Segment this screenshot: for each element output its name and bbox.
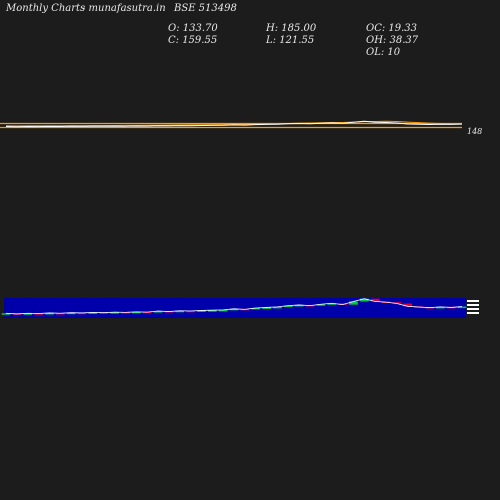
- volume-axis-tick: [467, 304, 479, 306]
- oh-value: OH: 38.37: [366, 35, 419, 46]
- candle-body: [392, 302, 402, 304]
- candle-body: [88, 312, 98, 314]
- price-axis-label: 148: [467, 127, 482, 136]
- candle-body: [294, 304, 304, 307]
- candle-body: [34, 313, 43, 315]
- candle-body: [131, 311, 141, 314]
- candle-body: [153, 311, 163, 313]
- volume-panel: [1, 298, 467, 315]
- candle-body: [349, 301, 358, 305]
- symbol-label: BSE 513498: [174, 3, 237, 14]
- candle-body: [77, 312, 87, 315]
- candle-body: [273, 306, 282, 309]
- candle-body: [197, 310, 206, 312]
- candle-body: [229, 308, 239, 311]
- price-panel: [0, 120, 463, 129]
- high-value: H: 185.00: [266, 23, 317, 34]
- candle-body: [55, 312, 65, 315]
- candle-body: [207, 310, 217, 312]
- low-value: L: 121.55: [266, 35, 315, 46]
- candle-body: [175, 310, 185, 313]
- volume-axis-labels: [467, 300, 479, 314]
- candle-body: [338, 303, 347, 305]
- candle-body: [99, 312, 109, 314]
- candle-body: [283, 305, 293, 308]
- open-value: O: 133.70: [168, 23, 218, 34]
- close-line: [5, 298, 463, 315]
- candle-body: [457, 306, 467, 309]
- site-label: Monthly Charts: [6, 3, 86, 14]
- volume-axis-tick: [467, 308, 479, 310]
- candle-body: [66, 312, 76, 315]
- candle-body: [359, 298, 369, 302]
- candle-body: [142, 311, 152, 314]
- volume-axis-tick: [467, 300, 479, 302]
- volume-band: [4, 298, 466, 318]
- ohlc-open-close: O: 133.70 C: 159.55: [168, 23, 218, 47]
- candle-body: [251, 307, 261, 310]
- candle-body: [370, 298, 380, 302]
- site-name: - munafasutra.in: [82, 3, 166, 14]
- candle-body: [186, 310, 195, 313]
- candle-body: [316, 304, 326, 306]
- ol-value: OL: 10: [366, 47, 401, 58]
- candle-body: [110, 312, 119, 314]
- candle-body: [45, 312, 54, 315]
- ohlc-diffs: OC: 19.33 OH: 38.37 OL: 10: [366, 23, 418, 59]
- close-value: C: 159.55: [168, 35, 218, 46]
- candle-body: [121, 312, 130, 314]
- volume-axis-tick: [467, 312, 479, 314]
- candle-body: [218, 309, 228, 312]
- candle-body: [403, 303, 413, 307]
- ohlc-high-low: H: 185.00 L: 121.55: [266, 23, 316, 47]
- candle-body: [1, 313, 11, 315]
- oc-value: OC: 19.33: [366, 23, 418, 34]
- candle-body: [23, 313, 33, 315]
- candle-body: [327, 303, 337, 305]
- candle-body: [435, 306, 445, 309]
- price-series-line: [5, 120, 463, 128]
- candle-body: [262, 307, 271, 309]
